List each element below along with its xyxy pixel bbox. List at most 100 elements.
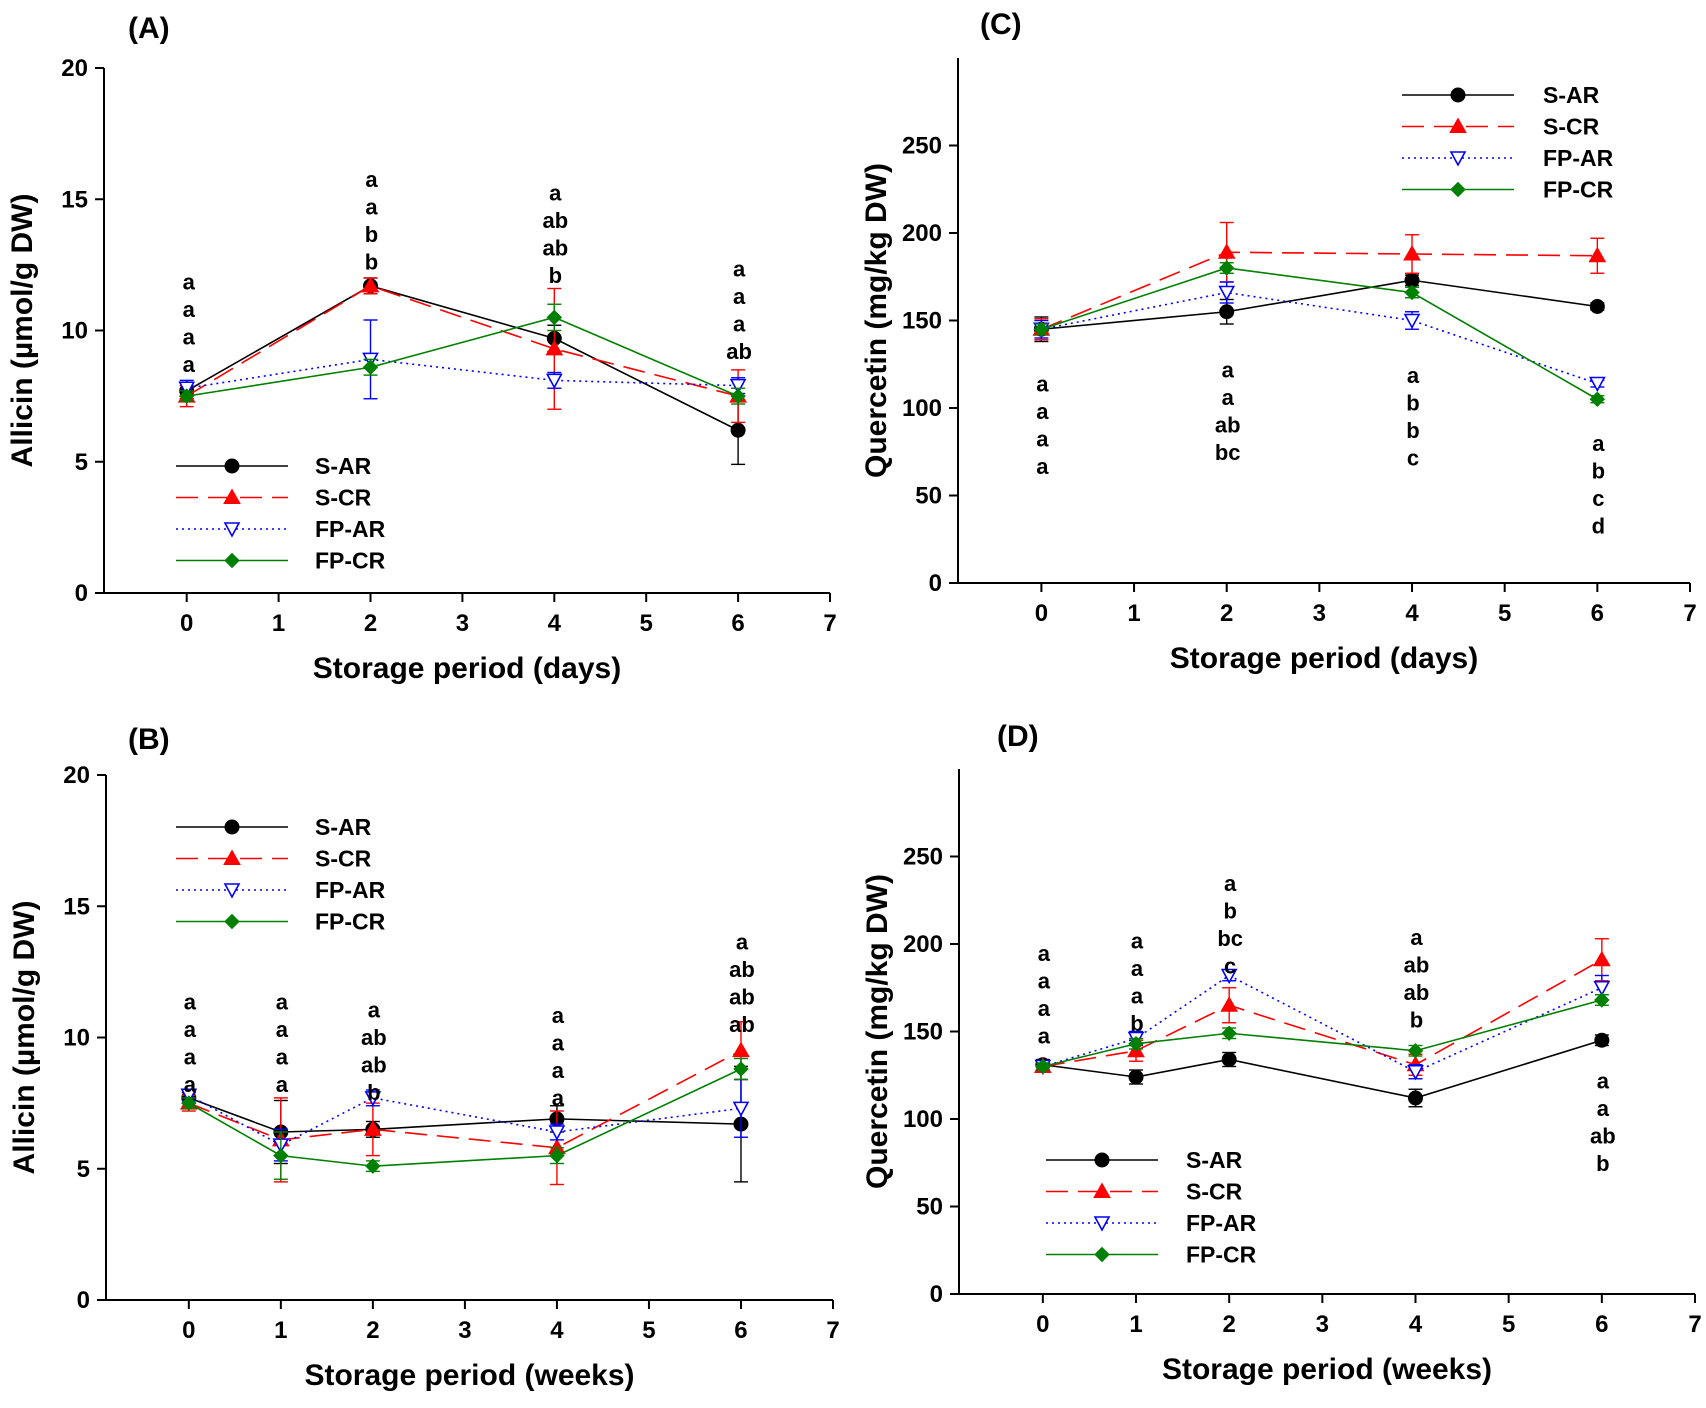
significance-letter: b [365, 222, 378, 247]
significance-letter: a [733, 256, 746, 281]
series-line-s-cr [188, 1049, 742, 1149]
legend-item-s-ar: S-AR [176, 453, 372, 479]
y-tick-label: 200 [902, 220, 942, 247]
y-tick-label: 20 [61, 55, 88, 82]
x-tick-label: 5 [640, 610, 653, 637]
point-s-ar [224, 819, 240, 835]
significance-letter: b [1406, 390, 1419, 415]
series-fp-ar [178, 319, 747, 400]
significance-letter: a [1131, 956, 1144, 981]
significance-letter: a [184, 1017, 197, 1042]
point-fp-cr [1221, 1025, 1237, 1041]
point-s-ar [1094, 1152, 1110, 1168]
x-axis-title: Storage period (days) [313, 652, 621, 685]
significance-letter: b [549, 263, 562, 288]
series-s-ar [179, 277, 746, 466]
panel-b: (B) 0 5 10 15 20 0 1 2 3 4 5 6 7 Storage period (week… [8, 723, 840, 1392]
point-fp-cr [273, 1147, 289, 1164]
legend-item-s-cr: S-CR [176, 846, 372, 872]
point-fp-cr [179, 388, 195, 404]
significance-letter: ab [1404, 980, 1430, 1005]
legend-item-s-cr: S-CR [1402, 114, 1600, 140]
significance-letter: c [1407, 445, 1419, 470]
significance-letter: ab [542, 208, 568, 233]
point-fp-cr [549, 1147, 565, 1164]
y-tick-label: 100 [902, 395, 942, 422]
significance-letter: ab [729, 957, 755, 982]
series-fp-ar [1033, 281, 1606, 393]
point-s-ar [1221, 1052, 1237, 1067]
x-tick-label: 2 [364, 610, 377, 637]
significance-letter: a [733, 311, 746, 336]
y-tick-label: 50 [916, 1194, 943, 1221]
significance-letter: b [1596, 1151, 1609, 1176]
significance-letter: ab [1404, 953, 1430, 978]
point-fp-ar [364, 1091, 382, 1107]
significance-letter: a [1038, 941, 1051, 966]
significance-letter: a [1410, 925, 1423, 950]
point-s-ar [730, 422, 746, 438]
series-s-ar [181, 1065, 749, 1183]
significance-letter: b [1410, 1008, 1423, 1033]
series-s-ar [1033, 272, 1605, 343]
significance-letter: a [184, 1072, 197, 1097]
x-tick-label: 2 [1220, 600, 1233, 627]
x-tick-label: 6 [1591, 600, 1604, 627]
significance-letter: ab [1590, 1124, 1616, 1149]
series-s-ar [1035, 1032, 1610, 1108]
legend-label: S-AR [1543, 82, 1600, 108]
series-fp-cr [1033, 260, 1606, 407]
legend-label: FP-CR [1543, 177, 1614, 203]
legend-item-fp-ar: FP-AR [1402, 145, 1614, 171]
significance-letter: a [552, 1085, 565, 1110]
y-tick-label: 200 [903, 931, 943, 958]
panel-d: (D) 0 50 100 150 200 250 0 1 2 3 4 5 6 7 Storage perio… [861, 720, 1702, 1386]
x-tick-label: 4 [1405, 600, 1419, 627]
point-s-cr [1588, 246, 1607, 263]
series-s-cr [1032, 221, 1607, 341]
significance-letter: a [1131, 929, 1144, 954]
significance-letter: a [1036, 427, 1049, 452]
y-axis-title: Allicin (µmol/g DW) [8, 901, 41, 1175]
significance-letter: b [1223, 898, 1236, 923]
panel-label: (D) [997, 720, 1039, 753]
significance-letter: a [1038, 1023, 1051, 1048]
legend-label: S-CR [315, 846, 372, 872]
y-tick-label: 10 [63, 1025, 90, 1052]
significance-letter: a [276, 1045, 289, 1070]
point-fp-cr [362, 359, 379, 375]
x-tick-label: 7 [1683, 600, 1696, 627]
x-tick-label: 3 [458, 1317, 471, 1344]
significance-letter: a [184, 990, 197, 1015]
point-fp-ar [729, 378, 747, 395]
panel-c: (C) 0 50 100 150 200 250 0 1 2 3 4 5 6 7 Storage perio… [860, 8, 1697, 675]
x-tick-label: 0 [1035, 600, 1048, 627]
significance-letter: b [1406, 418, 1419, 443]
significance-letter: b [1592, 459, 1605, 484]
point-fp-cr [546, 309, 563, 326]
significance-letter: a [183, 270, 196, 295]
x-axis-title: Storage period (weeks) [304, 1359, 634, 1392]
legend-label: S-CR [1543, 114, 1600, 140]
y-tick-label: 50 [915, 483, 942, 510]
legend-label: S-CR [315, 485, 372, 511]
point-fp-ar [1218, 285, 1236, 302]
panel-a: (A) 0 5 10 15 20 0 1 2 3 4 5 6 7 Storage period (days… [6, 12, 837, 685]
series-line-s-ar [186, 285, 739, 431]
point-fp-cr [1094, 1246, 1110, 1263]
point-s-cr [1093, 1182, 1111, 1198]
x-tick-label: 2 [1222, 1311, 1235, 1338]
legend: S-AR S-CR FP-AR FP-CR [1046, 1147, 1257, 1268]
x-tick-label: 7 [1688, 1311, 1701, 1338]
significance-letter: a [1222, 358, 1235, 383]
significance-letter: b [367, 1080, 380, 1105]
legend: S-AR S-CR FP-AR FP-CR [176, 453, 386, 574]
point-fp-ar [1220, 968, 1238, 985]
